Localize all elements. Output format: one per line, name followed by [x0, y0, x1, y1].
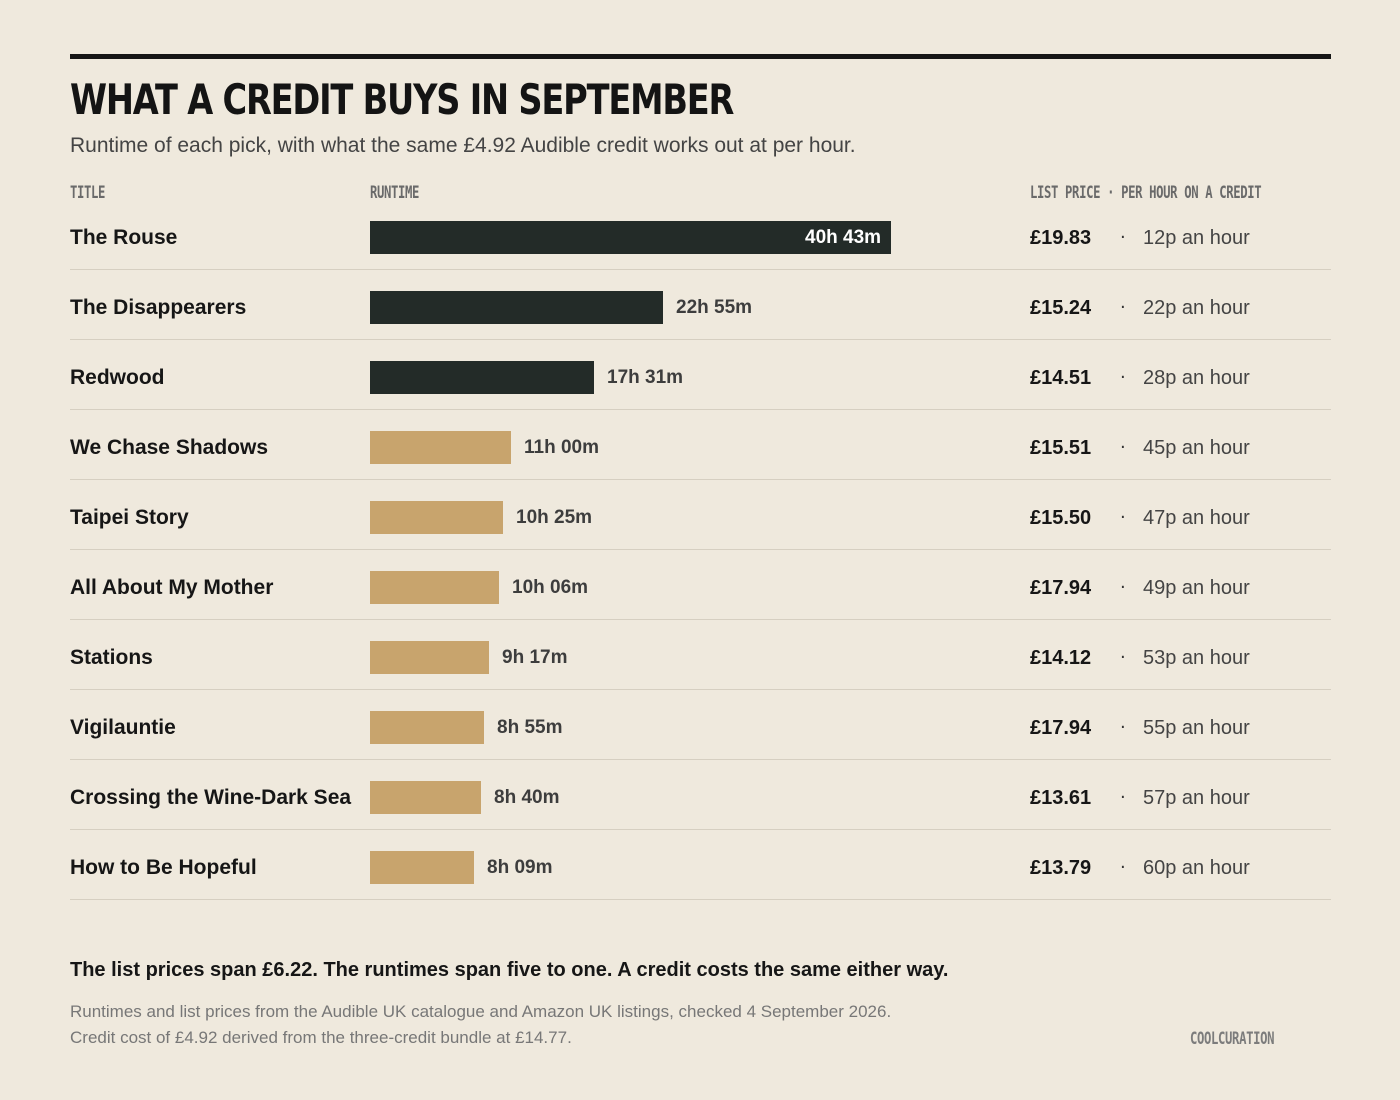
- row-title: All About My Mother: [70, 576, 274, 599]
- runtime-bar: [370, 711, 484, 744]
- separator-dot-icon: ·: [1120, 717, 1126, 738]
- row-title: Stations: [70, 646, 153, 669]
- separator-dot-icon: ·: [1120, 857, 1126, 878]
- runtime-bar: [370, 431, 511, 464]
- table-row: We Chase Shadows 11h 00m £15.51 · 45p an hou…: [70, 410, 1331, 480]
- table-row: Vigilauntie 8h 55m £17.94 · 55p an hour: [70, 690, 1331, 760]
- list-price: £15.50: [1030, 507, 1092, 529]
- runtime-bar: [370, 291, 663, 324]
- row-title: Vigilauntie: [70, 716, 176, 739]
- separator-dot-icon: ·: [1120, 507, 1126, 528]
- chart-title: WHAT A CREDIT BUYS IN SEPTEMBER: [70, 75, 734, 124]
- runtime-label: 8h 09m: [487, 857, 553, 878]
- source-line-1: Runtimes and list prices from the Audibl…: [70, 1002, 892, 1021]
- chart-card: WHAT A CREDIT BUYS IN SEPTEMBER Runtime …: [70, 0, 1331, 1100]
- runtime-bar: [370, 501, 503, 534]
- table-row: Crossing the Wine-Dark Sea 8h 40m £13.61 · 5…: [70, 760, 1331, 830]
- runtime-bar: [370, 781, 481, 814]
- per-hour-cost: 12p an hour: [1143, 227, 1250, 249]
- column-header-price: LIST PRICE · PER HOUR ON A CREDIT: [1030, 183, 1262, 203]
- separator-dot-icon: ·: [1120, 647, 1126, 668]
- separator-dot-icon: ·: [1120, 437, 1126, 458]
- runtime-label: 22h 55m: [676, 297, 753, 318]
- list-price: £17.94: [1030, 577, 1092, 599]
- row-title: Taipei Story: [70, 506, 189, 529]
- per-hour-cost: 57p an hour: [1143, 787, 1250, 809]
- per-hour-cost: 55p an hour: [1143, 717, 1250, 739]
- list-price: £14.51: [1030, 367, 1092, 389]
- runtime-label: 9h 17m: [502, 647, 568, 668]
- conclusion: The list prices span £6.22. The runtimes…: [70, 959, 949, 981]
- table-row: How to Be Hopeful 8h 09m £13.79 · 60p an hou…: [70, 830, 1331, 900]
- runtime-label: 8h 55m: [497, 717, 563, 738]
- runtime-bar: [370, 851, 474, 884]
- separator-dot-icon: ·: [1120, 367, 1126, 388]
- runtime-label: 10h 06m: [512, 577, 589, 598]
- row-title: The Disappearers: [70, 296, 247, 319]
- runtime-bar: [370, 571, 499, 604]
- separator-dot-icon: ·: [1120, 577, 1126, 598]
- brand-logo: COOLCURATION: [1190, 1029, 1275, 1049]
- chart-subtitle: Runtime of each pick, with what the same…: [70, 134, 856, 157]
- column-header-runtime: RUNTIME: [370, 183, 420, 203]
- list-price: £19.83: [1030, 227, 1092, 249]
- runtime-bar: [370, 221, 891, 254]
- list-price: £13.79: [1030, 857, 1092, 879]
- table-row: The Disappearers 22h 55m £15.24 · 22p an hou…: [70, 270, 1331, 340]
- table-row: Redwood 17h 31m £14.51 · 28p an hour: [70, 340, 1331, 410]
- per-hour-cost: 28p an hour: [1143, 367, 1250, 389]
- list-price: £15.24: [1030, 297, 1092, 319]
- row-title: The Rouse: [70, 226, 178, 249]
- runtime-bar: [370, 641, 489, 674]
- source-line-2: Credit cost of £4.92 derived from the th…: [70, 1028, 572, 1047]
- runtime-bar: [370, 361, 594, 394]
- row-title: We Chase Shadows: [70, 436, 269, 459]
- list-price: £14.12: [1030, 647, 1092, 669]
- per-hour-cost: 45p an hour: [1143, 437, 1250, 459]
- runtime-label: 10h 25m: [516, 507, 593, 528]
- per-hour-cost: 53p an hour: [1143, 647, 1250, 669]
- runtime-label: 17h 31m: [607, 367, 684, 388]
- list-price: £13.61: [1030, 787, 1092, 809]
- list-price: £17.94: [1030, 717, 1092, 739]
- table-row: All About My Mother 10h 06m £17.94 · 49p an …: [70, 550, 1331, 620]
- per-hour-cost: 47p an hour: [1143, 507, 1250, 529]
- per-hour-cost: 49p an hour: [1143, 577, 1250, 599]
- runtime-label: 8h 40m: [494, 787, 560, 808]
- row-title: Redwood: [70, 366, 165, 389]
- table-row: Taipei Story 10h 25m £15.50 · 47p an hour: [70, 480, 1331, 550]
- runtime-label: 40h 43m: [805, 227, 882, 248]
- separator-dot-icon: ·: [1120, 297, 1126, 318]
- table-row: Stations 9h 17m £14.12 · 53p an hour: [70, 620, 1331, 690]
- column-header-title: TITLE: [70, 183, 106, 203]
- list-price: £15.51: [1030, 437, 1092, 459]
- per-hour-cost: 22p an hour: [1143, 297, 1250, 319]
- row-title: Crossing the Wine-Dark Sea: [70, 786, 352, 809]
- per-hour-cost: 60p an hour: [1143, 857, 1250, 879]
- separator-dot-icon: ·: [1120, 787, 1126, 808]
- table-row: The Rouse 40h 43m £19.83 · 12p an hour: [70, 200, 1331, 270]
- source-note: Runtimes and list prices from the Audibl…: [70, 999, 891, 1051]
- runtime-label: 11h 00m: [524, 437, 599, 458]
- row-title: How to Be Hopeful: [70, 856, 257, 879]
- separator-dot-icon: ·: [1120, 227, 1126, 248]
- top-rule: [70, 54, 1331, 59]
